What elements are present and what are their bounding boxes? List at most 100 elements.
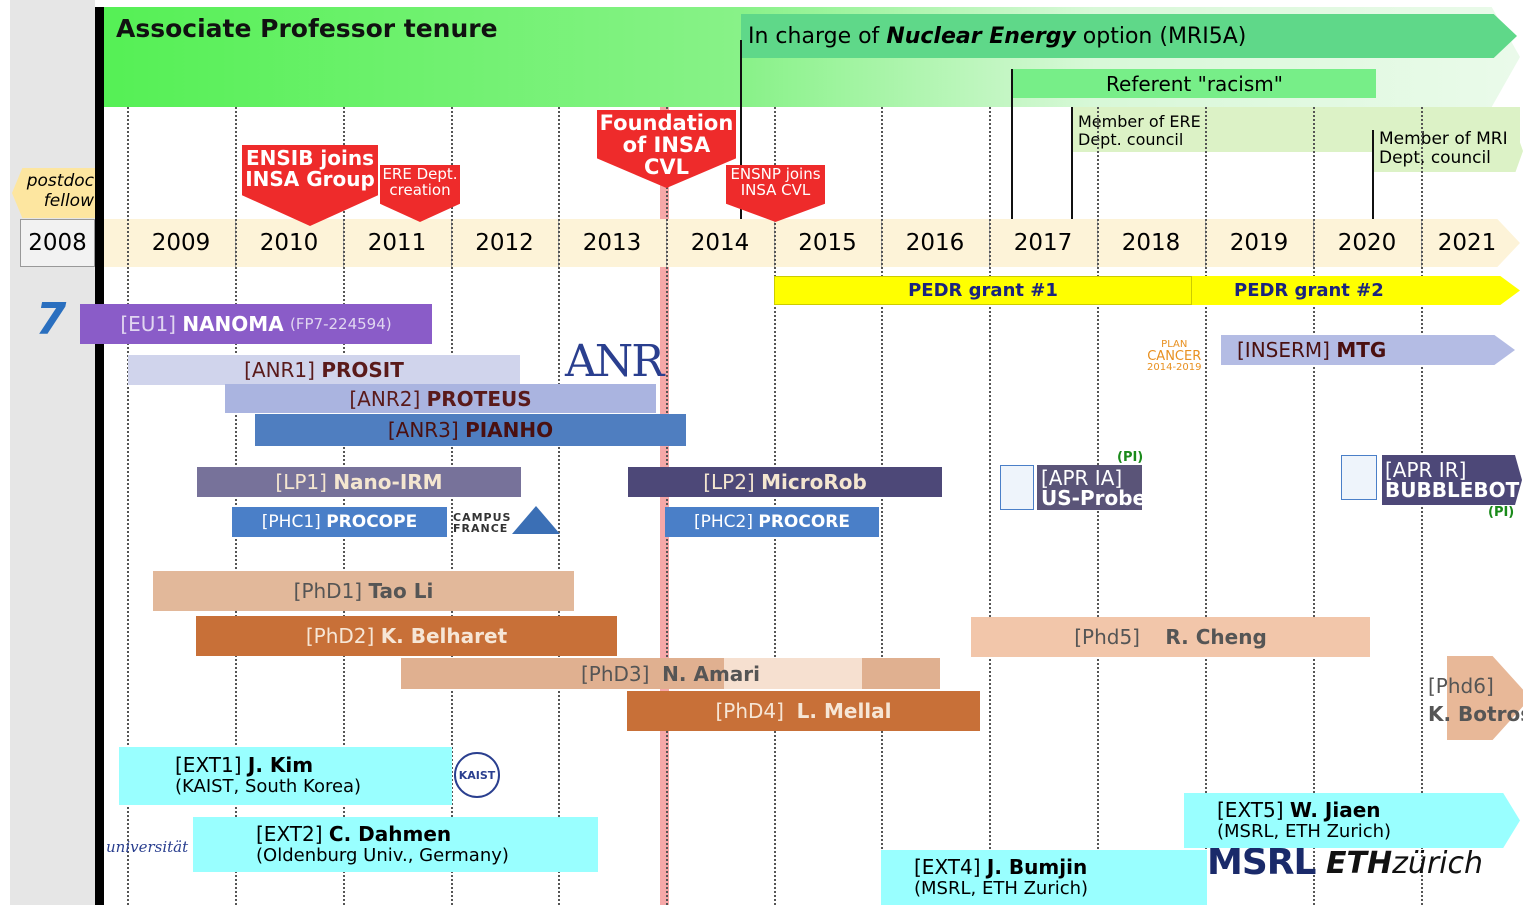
year-label: 2013 [558, 219, 667, 267]
name: L. Mellal [796, 699, 892, 723]
note: (FP7-224594) [290, 315, 392, 333]
ere-line: Member of ERE [1078, 112, 1201, 131]
anr-logo: ANR [565, 336, 664, 387]
campus-mark [512, 506, 560, 534]
event-ensib: ENSIB joins INSA Group [242, 145, 378, 226]
project-inserm: [INSERM] MTG [1221, 335, 1515, 365]
tag: [PHC1] [261, 512, 321, 532]
name: Tao Li [368, 579, 434, 603]
black-bar [95, 7, 104, 905]
year-label: 2016 [881, 219, 990, 267]
year-line [127, 107, 129, 905]
project-anr1: [ANR1] PROSIT [128, 355, 520, 385]
year-line [558, 107, 560, 905]
year-line [1421, 107, 1423, 905]
year-line [666, 107, 668, 905]
phd-4: [PhD4] L. Mellal [627, 691, 980, 731]
ext-title: [EXT4] J. Bumjin [914, 854, 1087, 879]
postdoc-line: fellow [43, 191, 94, 212]
year-line [235, 107, 237, 905]
pi-note: (PI) [1117, 450, 1144, 465]
tag: [Phd6] [1428, 674, 1494, 698]
year-line [881, 107, 883, 905]
tag: [LP2] [703, 470, 755, 494]
event-ere: ERE Dept. creation [380, 165, 460, 222]
mri-line: Member of MRI [1379, 129, 1508, 149]
fp7-logo: 7 [35, 294, 67, 345]
connector [1071, 107, 1073, 219]
name: K. Belharet [380, 624, 508, 648]
name: MTG [1336, 338, 1387, 362]
place: (Oldenburg Univ., Germany) [256, 844, 509, 866]
nuclear-bold: Nuclear Energy [886, 23, 1076, 49]
tag: [PhD1] [293, 579, 363, 603]
plan-line: PLAN [1161, 339, 1188, 350]
tag: [LP1] [275, 470, 327, 494]
name: US-Probe [1041, 485, 1147, 510]
tag: [EXT2] [256, 821, 323, 846]
name: K. Botros [1428, 702, 1523, 726]
connector [1372, 130, 1374, 219]
place: (KAIST, South Korea) [175, 776, 362, 798]
year-line [989, 107, 991, 905]
region-logo [1000, 465, 1034, 510]
plan-logo: PLAN CANCER 2014-2019 [1147, 340, 1202, 373]
msrl-logo: MSRL [1207, 842, 1316, 883]
plan-line: CANCER [1147, 349, 1202, 364]
referent-band: Referent "racism" [1013, 69, 1376, 98]
ext-2: [EXT2] C. Dahmen (Oldenburg Univ., German… [193, 817, 598, 872]
mri-line: Dept. council [1379, 147, 1491, 168]
tag: [APR IA] [1041, 465, 1123, 490]
year-line [343, 107, 345, 905]
project-anr2: [ANR2] PROTEUS [225, 384, 656, 413]
campus-line: FRANCE [453, 522, 509, 535]
name: MicroRob [761, 470, 867, 494]
ext-1: [EXT1] J. Kim (KAIST, South Korea) [119, 747, 452, 805]
project-apr-ia: [APR IA] US-Probe [1037, 465, 1146, 510]
tag: [ANR1] [244, 358, 315, 382]
event-line: of INSA CVL [622, 133, 711, 180]
event-line: INSA CVL [740, 180, 811, 199]
nuclear-band: In charge of Nuclear Energy option (MRI5… [741, 14, 1517, 58]
campus-line: CAMPUS [453, 511, 512, 524]
phd-2: [PhD2] K. Belharet [196, 616, 617, 656]
mri-council-band: Member of MRI Dept. council [1373, 130, 1523, 172]
name: PROCORE [758, 512, 851, 532]
year-label: 2010 [235, 219, 344, 267]
nuclear-pre: In charge of [748, 23, 880, 49]
name: BUBBLEBOT [1385, 478, 1520, 502]
postdoc-line: postdoc [26, 171, 94, 191]
name: PIANHO [465, 418, 554, 442]
postdoc-badge: postdoc fellow [12, 168, 98, 218]
event-line: Foundation [599, 111, 734, 135]
connector [740, 40, 742, 219]
phd-6: [Phd6] K. Botros [1428, 672, 1523, 728]
eth-bold: ETH [1326, 846, 1393, 881]
place: (MSRL, ETH Zurich) [914, 877, 1089, 899]
project-eu1: [EU1] NANOMA (FP7-224594) [80, 304, 432, 344]
name: Nano-IRM [333, 470, 443, 494]
project-apr-ir: [APR IR] BUBBLEBOT [1382, 455, 1522, 505]
tag: [PhD3] [580, 661, 650, 686]
year-line [451, 107, 453, 905]
ext-5: [EXT5] W. Jiaen (MSRL, ETH Zurich) [1184, 793, 1520, 848]
tag: [PhD2] [305, 624, 375, 648]
name: N. Amari [662, 661, 761, 686]
phd-5: [Phd5] R. Cheng [971, 617, 1370, 657]
oldenburg-logo: universität [106, 838, 189, 856]
name: NANOMA [182, 312, 284, 336]
event-line: ERE Dept. [382, 165, 458, 183]
year-line [1205, 107, 1207, 905]
tag: [APR IR] [1385, 458, 1467, 482]
tag: [ANR2] [349, 386, 421, 411]
tag: [PhD4] [715, 699, 784, 723]
name: J. Kim [247, 753, 314, 778]
project-phc2: [PHC2] PROCORE [665, 507, 879, 537]
year-label: 2018 [1097, 219, 1206, 267]
event-line: creation [389, 180, 451, 199]
event-line: ENSIB joins [245, 146, 375, 170]
project-lp2: [LP2] MicroRob [628, 467, 942, 497]
tag: [EXT4] [914, 854, 981, 879]
year-label: 2009 [127, 219, 236, 267]
